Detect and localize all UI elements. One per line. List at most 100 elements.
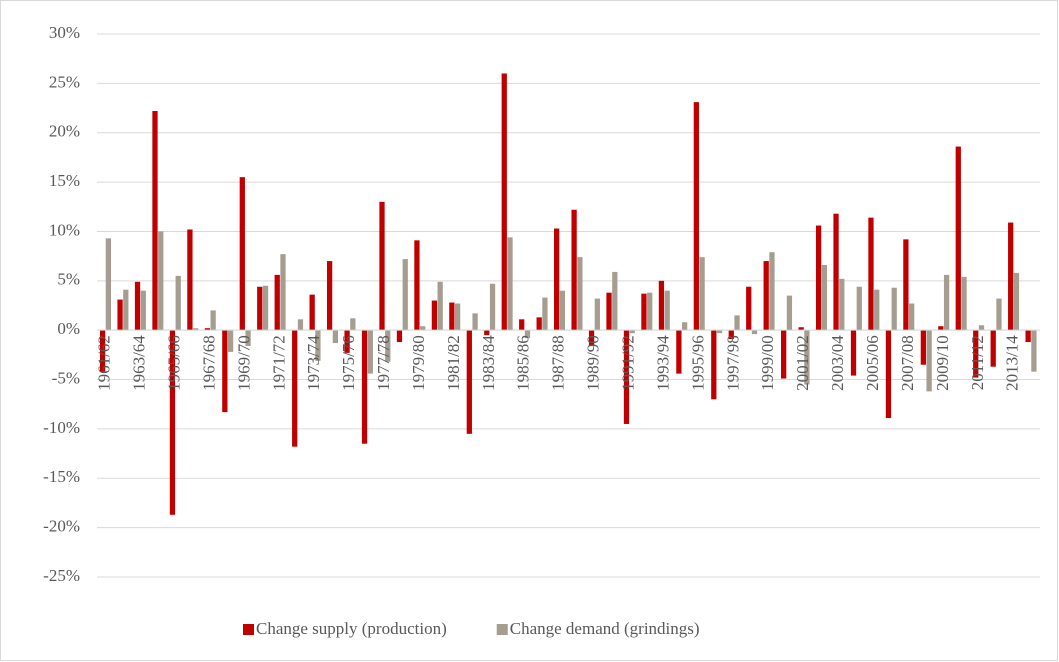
y-tick-label: -15%	[43, 467, 80, 486]
bar	[524, 330, 531, 339]
x-tick-label: 2009/10	[933, 335, 952, 391]
bar	[402, 259, 408, 331]
bar	[257, 286, 263, 331]
bar	[716, 330, 723, 334]
bar	[536, 317, 542, 331]
bar	[763, 261, 769, 331]
y-tick-label: 5%	[57, 270, 80, 289]
bar	[1008, 222, 1014, 331]
bar	[746, 286, 752, 331]
x-tick-label: 1983/84	[479, 335, 498, 391]
bar	[885, 330, 892, 419]
bar	[1025, 330, 1031, 343]
bar	[769, 252, 775, 331]
bar	[309, 294, 315, 331]
bar	[210, 310, 216, 331]
bar	[396, 330, 403, 343]
bar	[874, 289, 880, 331]
bar	[542, 297, 548, 331]
bar	[658, 280, 665, 331]
bar	[420, 326, 426, 331]
y-tick-label: -10%	[43, 418, 80, 437]
y-tick-label: 10%	[49, 220, 80, 239]
x-tick-label: 1967/68	[199, 335, 218, 391]
bar	[204, 328, 211, 331]
bar	[239, 177, 245, 331]
bar	[449, 302, 455, 331]
bar	[978, 325, 985, 331]
y-tick-label: 20%	[49, 122, 80, 141]
bar	[815, 225, 822, 331]
bar	[623, 330, 630, 424]
bar	[297, 319, 304, 331]
bar	[1013, 272, 1020, 331]
bar	[134, 281, 141, 331]
bar	[350, 318, 356, 331]
bar	[379, 201, 385, 331]
bar	[798, 327, 804, 331]
bar	[292, 330, 298, 447]
x-tick-label: 1979/80	[409, 335, 428, 391]
bar	[728, 330, 734, 340]
bar	[385, 330, 391, 362]
bar	[559, 290, 566, 331]
bar	[222, 330, 228, 413]
x-tick-label: 1989/90	[584, 335, 603, 391]
bar	[973, 330, 979, 378]
bar	[577, 257, 583, 331]
legend-swatch	[243, 624, 254, 635]
bar	[326, 261, 333, 331]
bar	[571, 209, 577, 331]
bar	[367, 330, 373, 374]
bar	[594, 298, 600, 331]
bar	[781, 330, 787, 379]
bar	[664, 290, 670, 331]
bar	[140, 290, 146, 331]
bar	[99, 330, 106, 372]
bar	[123, 289, 129, 331]
bar	[751, 330, 758, 335]
x-tick-label: 1981/82	[444, 335, 463, 391]
bar	[641, 293, 647, 331]
bar	[612, 271, 618, 331]
bar	[943, 274, 950, 331]
bar	[804, 330, 810, 385]
bar	[920, 330, 926, 365]
bar	[361, 330, 368, 444]
x-tick-label: 2011/12	[968, 335, 987, 390]
bar	[821, 265, 827, 331]
y-tick-label: -20%	[43, 517, 80, 536]
bar	[839, 278, 845, 331]
x-tick-label: 1971/72	[269, 335, 288, 391]
bar	[629, 330, 635, 334]
x-tick-label: 2013/14	[1003, 335, 1022, 391]
bar	[1031, 330, 1037, 372]
bar	[332, 330, 339, 344]
x-tick-label: 1969/70	[234, 335, 253, 391]
bar	[466, 330, 472, 434]
bar	[152, 111, 158, 331]
x-tick-label: 1977/78	[374, 335, 393, 391]
bar	[682, 322, 688, 331]
bar	[850, 330, 857, 376]
x-tick-label: 1997/98	[723, 335, 742, 391]
bar	[676, 330, 682, 374]
bar	[955, 146, 961, 331]
bar	[472, 313, 478, 331]
x-tick-label: 1961/62	[95, 335, 114, 391]
y-tick-label: -5%	[52, 368, 80, 387]
y-tick-label: 25%	[49, 72, 80, 91]
x-tick-label: 1987/88	[549, 335, 568, 391]
bar	[891, 287, 897, 331]
bar	[315, 330, 321, 361]
bar	[262, 285, 269, 331]
x-tick-label: 2005/06	[863, 335, 882, 391]
bar	[187, 229, 193, 331]
bar	[606, 292, 612, 331]
bar	[588, 330, 595, 346]
bar	[868, 217, 874, 331]
x-tick-label: 1973/74	[304, 335, 323, 391]
y-tick-label: 15%	[49, 171, 80, 190]
bar	[489, 283, 496, 331]
bar	[274, 274, 280, 331]
